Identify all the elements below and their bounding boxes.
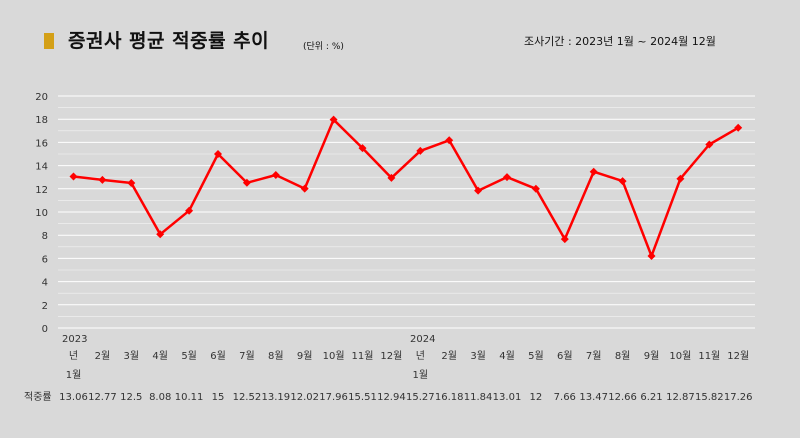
survey-period: 조사기간 : 2023년 1월 ~ 2024월 12월 bbox=[524, 35, 716, 48]
data-point bbox=[503, 173, 511, 182]
y-tick-label: 4 bbox=[42, 278, 48, 289]
data-label: 12.87 bbox=[666, 392, 695, 403]
y-tick-label: 14 bbox=[35, 162, 48, 173]
data-label: 12.5 bbox=[120, 392, 142, 403]
data-label: 10.11 bbox=[175, 392, 204, 403]
x-tick-label: 3월 bbox=[124, 350, 140, 362]
unit-label: (단위 : %) bbox=[303, 42, 344, 52]
data-point bbox=[156, 230, 165, 239]
series-line bbox=[73, 118, 739, 258]
x-tick-label: 6월 bbox=[210, 350, 226, 362]
x-tick-label: 3월 bbox=[470, 350, 486, 362]
y-tick-label: 20 bbox=[35, 92, 48, 103]
y-tick-label: 8 bbox=[42, 231, 48, 242]
x-tick-label: 1월 bbox=[413, 369, 429, 381]
data-label: 17.96 bbox=[319, 392, 348, 403]
y-tick-label: 6 bbox=[42, 254, 48, 265]
y-tick-label: 10 bbox=[35, 208, 48, 219]
data-point bbox=[329, 115, 338, 124]
data-point bbox=[618, 177, 627, 186]
data-point bbox=[242, 178, 251, 187]
data-label: 6.21 bbox=[640, 392, 662, 403]
x-tick-label: 1월 bbox=[66, 369, 82, 381]
x-tick-label: 9월 bbox=[297, 350, 313, 362]
data-point bbox=[271, 170, 280, 179]
data-label: 12.77 bbox=[88, 392, 117, 403]
x-tick-label: 6월 bbox=[557, 350, 573, 362]
data-point bbox=[445, 136, 454, 145]
data-point bbox=[98, 175, 107, 184]
data-label: 17.26 bbox=[724, 392, 753, 403]
y-tick-label: 0 bbox=[42, 324, 48, 335]
x-tick-label: 12월 bbox=[727, 350, 749, 362]
year-label-2024: 2024 bbox=[410, 334, 435, 345]
x-tick-label: 7월 bbox=[586, 350, 602, 362]
data-point bbox=[185, 206, 194, 215]
data-label: 13.06 bbox=[59, 392, 88, 403]
data-label: 12.52 bbox=[233, 392, 262, 403]
data-label: 15 bbox=[212, 392, 225, 403]
x-tick-label: 2월 bbox=[95, 350, 111, 362]
data-label: 16.18 bbox=[435, 392, 464, 403]
x-tick-label: 5월 bbox=[181, 350, 197, 362]
data-point bbox=[416, 146, 425, 155]
data-label: 13.47 bbox=[579, 392, 608, 403]
data-label: 13.01 bbox=[493, 392, 522, 403]
year-label-2023: 2023 bbox=[62, 334, 87, 345]
data-label: 12.66 bbox=[608, 392, 637, 403]
data-label: 15.82 bbox=[695, 392, 724, 403]
y-tick-label: 12 bbox=[35, 185, 48, 196]
x-tick-label: 10월 bbox=[323, 350, 345, 362]
data-point bbox=[531, 184, 540, 193]
data-point bbox=[705, 140, 714, 149]
data-point bbox=[300, 184, 309, 193]
x-tick-label: 9월 bbox=[644, 350, 660, 362]
data-point bbox=[358, 144, 367, 153]
x-tick-label: 10월 bbox=[669, 350, 691, 362]
data-row-label: 적중률 bbox=[24, 391, 52, 403]
data-label: 8.08 bbox=[149, 392, 171, 403]
x-tick-label: 11월 bbox=[698, 350, 720, 362]
data-point bbox=[676, 174, 685, 183]
data-label: 12 bbox=[530, 392, 543, 403]
data-label: 12.02 bbox=[290, 392, 319, 403]
x-tick-label: 7월 bbox=[239, 350, 255, 362]
data-label: 7.66 bbox=[554, 392, 576, 403]
x-tick-label: 11월 bbox=[352, 350, 374, 362]
x-tick-label: 2월 bbox=[441, 350, 457, 362]
data-point bbox=[560, 235, 569, 244]
x-tick-label: 4월 bbox=[499, 350, 515, 362]
y-tick-label: 2 bbox=[42, 301, 48, 312]
data-point bbox=[734, 123, 743, 132]
data-label: 13.19 bbox=[261, 392, 290, 403]
data-point bbox=[69, 172, 78, 181]
chart-title: 증권사 평균 적중률 추이 bbox=[68, 30, 270, 52]
title-marker bbox=[44, 33, 54, 49]
x-tick-label: 8월 bbox=[268, 350, 284, 362]
data-label: 15.51 bbox=[348, 392, 377, 403]
data-label: 11.84 bbox=[464, 392, 493, 403]
x-tick-label: 5월 bbox=[528, 350, 544, 362]
x-tick-label: 12월 bbox=[380, 350, 402, 362]
y-tick-label: 16 bbox=[35, 138, 48, 149]
x-tick-label: 8월 bbox=[615, 350, 631, 362]
y-tick-label: 18 bbox=[35, 115, 48, 126]
data-label: 15.27 bbox=[406, 392, 435, 403]
data-point bbox=[214, 150, 222, 158]
data-point bbox=[647, 251, 656, 260]
data-point bbox=[474, 186, 483, 195]
data-point bbox=[127, 179, 136, 187]
data-point bbox=[589, 167, 598, 176]
x-tick-label: 년 bbox=[416, 350, 425, 362]
data-point bbox=[387, 173, 396, 182]
data-label: 12.94 bbox=[377, 392, 406, 403]
x-tick-label: 4월 bbox=[152, 350, 168, 362]
x-tick-label: 년 bbox=[69, 350, 78, 362]
